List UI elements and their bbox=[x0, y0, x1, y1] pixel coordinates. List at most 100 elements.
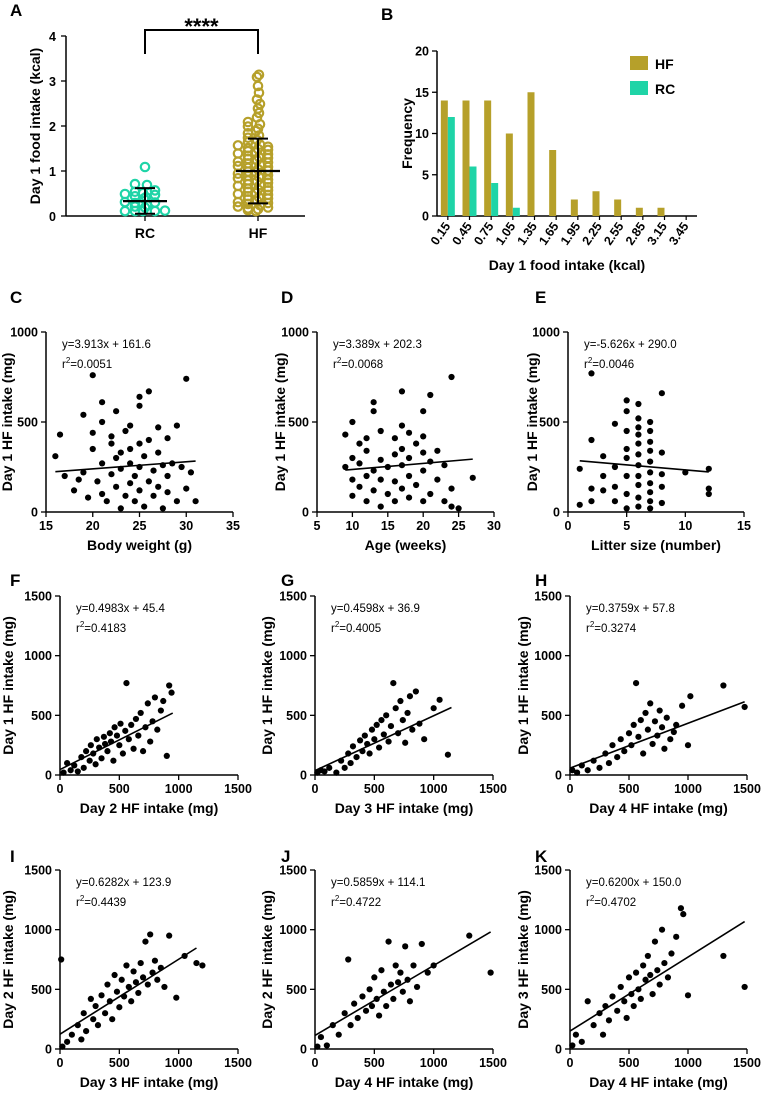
data-point bbox=[651, 718, 659, 725]
y-axis-title: Day 1 HF intake (mg) bbox=[0, 353, 15, 491]
y-tick-label: 500 bbox=[288, 416, 309, 430]
data-point bbox=[151, 694, 159, 701]
data-point bbox=[413, 481, 420, 489]
data-point bbox=[92, 1002, 99, 1010]
data-point bbox=[720, 682, 727, 689]
data-point bbox=[380, 731, 387, 738]
data-point bbox=[427, 490, 434, 498]
data-point-hf bbox=[242, 142, 254, 154]
data-point bbox=[150, 467, 157, 474]
data-point bbox=[141, 503, 148, 510]
data-point bbox=[349, 492, 356, 499]
data-point bbox=[99, 418, 106, 426]
data-point bbox=[94, 1022, 102, 1029]
data-point bbox=[623, 472, 630, 480]
data-point bbox=[405, 454, 413, 462]
data-point bbox=[103, 498, 110, 505]
x-tick-label: 0 bbox=[312, 1056, 319, 1070]
r-squared: r2=0.0068 bbox=[333, 356, 383, 371]
data-point-hf bbox=[251, 94, 263, 105]
data-point-hf bbox=[232, 201, 244, 212]
data-point bbox=[576, 501, 583, 508]
data-point bbox=[361, 732, 368, 739]
data-point bbox=[635, 424, 642, 431]
data-point bbox=[741, 703, 748, 711]
x-tick-label: 30 bbox=[179, 519, 193, 533]
regression-equation: y=3.389x + 202.3 bbox=[333, 339, 422, 351]
data-point bbox=[420, 408, 427, 415]
data-point bbox=[609, 993, 616, 1000]
data-point bbox=[406, 998, 414, 1005]
data-point bbox=[127, 460, 134, 467]
data-point bbox=[647, 489, 654, 496]
data-point bbox=[373, 721, 380, 728]
y-tick-label: 500 bbox=[541, 709, 562, 723]
data-point bbox=[125, 736, 132, 743]
y-tick-label: 1500 bbox=[534, 590, 562, 604]
y-axis-title: Day 1 HF intake (mg) bbox=[0, 616, 16, 754]
data-point bbox=[569, 1042, 576, 1049]
data-point bbox=[64, 1038, 71, 1045]
data-point bbox=[383, 712, 390, 719]
data-point bbox=[623, 445, 630, 453]
data-point bbox=[74, 768, 81, 775]
data-point bbox=[590, 1022, 597, 1029]
panel-k: K 0 500 1000 1500 0 500 1000 1500 Day 4 HF intake… bbox=[515, 847, 761, 1090]
significance-bracket bbox=[144, 29, 259, 54]
bar-hf bbox=[462, 100, 470, 216]
data-point bbox=[142, 938, 149, 945]
r-squared-value: =0.4439 bbox=[84, 897, 126, 909]
data-point bbox=[87, 742, 94, 749]
data-point bbox=[135, 989, 142, 997]
data-point bbox=[349, 476, 356, 483]
r-squared-symbol: r bbox=[331, 897, 335, 909]
data-point bbox=[448, 503, 455, 510]
data-point bbox=[383, 1002, 390, 1010]
data-point bbox=[90, 1016, 97, 1023]
data-point bbox=[670, 728, 677, 736]
r-squared-symbol: r bbox=[62, 359, 66, 371]
data-point bbox=[420, 433, 427, 440]
r-squared-superscript: 2 bbox=[590, 894, 595, 903]
data-point bbox=[621, 998, 628, 1005]
data-point bbox=[99, 490, 106, 498]
x-tick-label: 1000 bbox=[165, 782, 193, 796]
data-point bbox=[605, 759, 613, 767]
regression-line bbox=[569, 700, 745, 769]
x-tick-label: 1000 bbox=[420, 782, 448, 796]
data-point bbox=[377, 456, 384, 463]
panel-b: B 0 5 10 15 20 0.150.450.751.051.351.651.952.2… bbox=[381, 5, 697, 273]
data-point bbox=[621, 748, 628, 755]
data-point bbox=[164, 435, 171, 442]
data-point bbox=[321, 768, 328, 775]
data-point bbox=[173, 994, 180, 1001]
data-point bbox=[122, 427, 129, 435]
data-point bbox=[436, 696, 443, 703]
data-point bbox=[487, 969, 494, 976]
data-point bbox=[89, 429, 96, 436]
data-point bbox=[658, 449, 665, 456]
data-point bbox=[658, 390, 665, 397]
data-point bbox=[404, 709, 411, 717]
data-point-hf bbox=[253, 87, 265, 99]
data-point bbox=[642, 976, 649, 983]
r-squared-value: =0.0051 bbox=[70, 359, 112, 371]
data-point bbox=[385, 938, 392, 945]
r-squared-symbol: r bbox=[331, 623, 335, 635]
r-squared: r2=0.4439 bbox=[76, 894, 126, 909]
r-squared-value: =0.4722 bbox=[339, 897, 381, 909]
data-point-rc bbox=[129, 197, 141, 209]
data-point bbox=[630, 721, 637, 728]
data-point bbox=[178, 463, 185, 471]
data-point bbox=[370, 408, 377, 415]
data-point bbox=[100, 733, 108, 740]
data-point bbox=[104, 981, 111, 988]
data-point bbox=[647, 438, 654, 445]
data-point bbox=[147, 738, 154, 745]
data-point bbox=[410, 962, 417, 969]
data-point bbox=[392, 962, 399, 969]
bar-hf bbox=[549, 150, 557, 216]
panel-label-f: F bbox=[10, 571, 20, 590]
data-point bbox=[113, 732, 121, 739]
regression-equation: y=0.5859x + 114.1 bbox=[331, 877, 425, 889]
